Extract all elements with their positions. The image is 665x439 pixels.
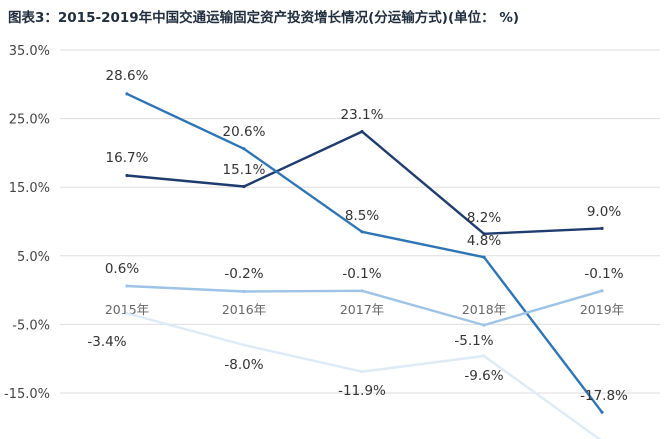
data-label: -0.1% <box>584 266 623 282</box>
x-category-label: 2018年 <box>462 302 506 317</box>
data-point <box>600 289 604 293</box>
data-point <box>242 289 246 294</box>
data-point <box>242 343 246 347</box>
data-point <box>242 147 246 151</box>
data-point <box>600 226 604 230</box>
data-point <box>242 184 246 189</box>
y-tick-label: 15.0% <box>9 181 50 196</box>
data-label: 28.6% <box>106 68 149 84</box>
data-point <box>482 323 486 327</box>
data-label: 8.5% <box>345 208 379 224</box>
data-label: -5.1% <box>454 333 493 349</box>
data-label: 0.6% <box>105 261 139 277</box>
category-labels: 2015年 2016年 2017年 2018年 2019年 <box>105 302 624 317</box>
data-label: 9.0% <box>587 204 621 220</box>
data-point <box>482 232 486 236</box>
data-label: 4.8% <box>467 233 501 249</box>
data-label: 20.6% <box>223 124 266 140</box>
x-category-label: 2015年 <box>105 302 149 317</box>
data-label: 16.7% <box>106 150 149 166</box>
y-tick-label: -5.0% <box>12 318 50 333</box>
data-point <box>360 130 364 134</box>
y-tick-label: 35.0% <box>9 44 50 59</box>
series-line <box>126 92 603 413</box>
data-point <box>125 284 129 288</box>
data-point <box>125 173 129 178</box>
y-tick-label: 25.0% <box>9 113 50 128</box>
data-label: -9.6% <box>464 368 503 384</box>
data-label: -17.8% <box>580 388 628 404</box>
data-label: -0.1% <box>342 266 381 282</box>
x-category-label: 2017年 <box>340 302 384 317</box>
data-point <box>125 311 129 315</box>
data-label: 8.2% <box>467 210 501 226</box>
y-axis-ticks: 35.0% 25.0% 15.0% 5.0% -5.0% -15.0% <box>4 44 50 402</box>
y-tick-label: -15.0% <box>4 387 50 402</box>
data-point <box>125 92 129 96</box>
data-label: -3.4% <box>87 334 126 350</box>
data-point <box>360 230 364 234</box>
chart-title: 图表3：2015-2019年中国交通运输固定资产投资增长情况(分运输方式)(单位… <box>8 10 520 26</box>
x-category-label: 2019年 <box>580 302 624 317</box>
grid-layer <box>60 49 660 394</box>
data-label: -8.0% <box>224 357 263 373</box>
series-line <box>126 312 602 439</box>
y-tick-label: 5.0% <box>17 250 50 265</box>
data-label: 15.1% <box>223 162 266 178</box>
series-layer <box>125 92 604 439</box>
data-label: -11.9% <box>338 383 386 399</box>
data-label: -0.2% <box>224 266 263 282</box>
x-category-label: 2016年 <box>222 302 266 317</box>
data-label: 23.1% <box>341 107 384 123</box>
data-point <box>600 410 604 414</box>
data-point <box>482 354 486 358</box>
data-label-layer: 16.7% 15.1% 23.1% 8.2% 9.0% 28.6% 20.6% 8.5% 4.8… <box>87 68 628 404</box>
data-point <box>360 289 364 293</box>
data-point <box>360 370 364 374</box>
data-point <box>482 255 486 259</box>
